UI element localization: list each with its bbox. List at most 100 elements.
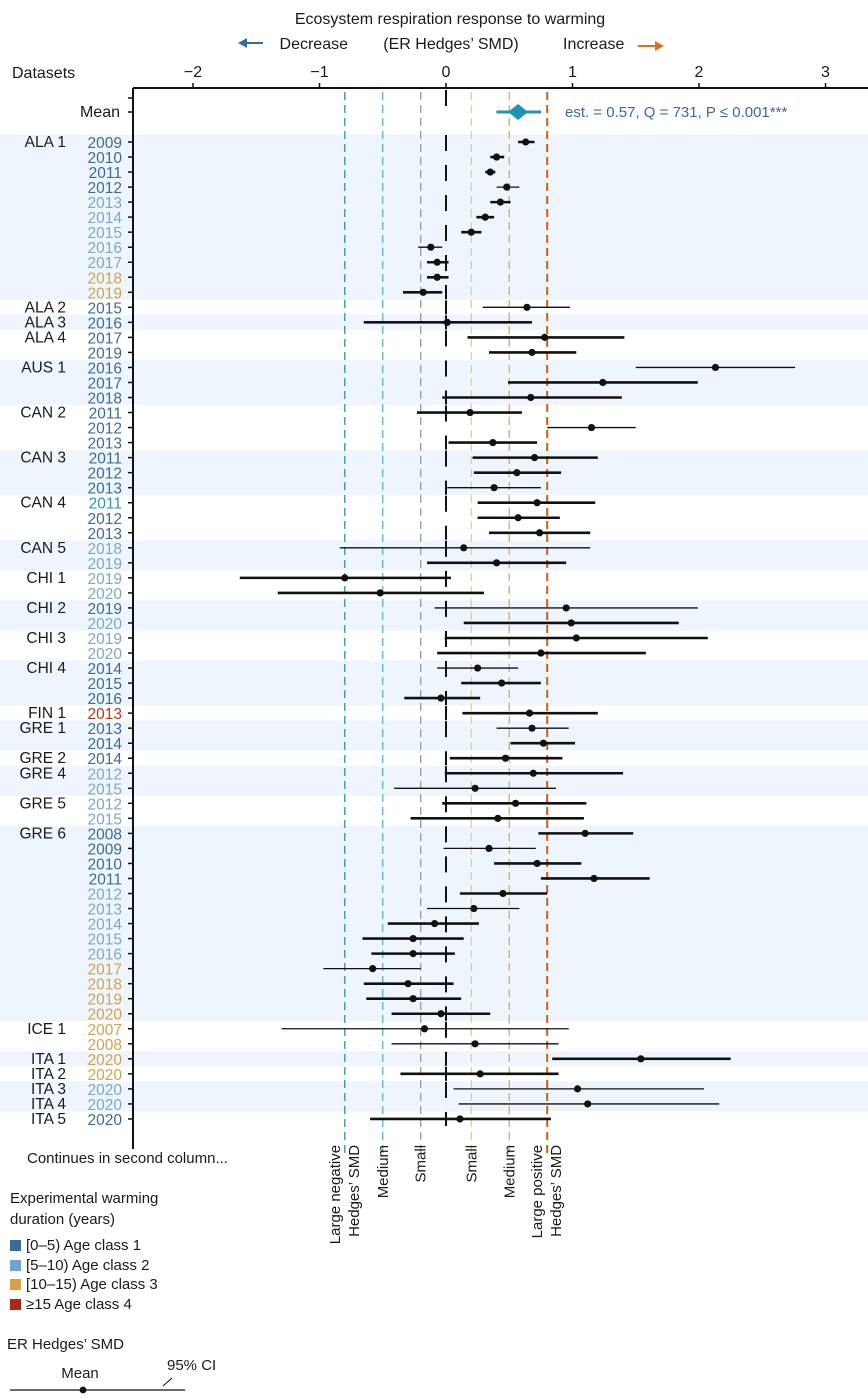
- continues-note: Continues in second column...: [27, 1150, 228, 1167]
- year-label: 2011: [89, 871, 122, 888]
- x-tick-label: 1: [568, 64, 577, 81]
- decrease-label: Decrease: [280, 36, 349, 53]
- estimate-point: [513, 469, 521, 477]
- estimate-point: [496, 198, 504, 206]
- year-label: 2019: [88, 601, 122, 618]
- legend-title-line-2: duration (years): [10, 1211, 116, 1228]
- estimate-point: [420, 1025, 429, 1033]
- estimate-point: [433, 273, 441, 281]
- year-label: 2015: [88, 676, 122, 693]
- year-label: 2019: [88, 571, 122, 588]
- estimate-point: [369, 965, 377, 973]
- year-label: 2014: [88, 661, 123, 678]
- site-label: ALA 2: [25, 299, 66, 316]
- reference-label-5-line2: Hedges’ SMD: [548, 1145, 565, 1237]
- estimate-point: [539, 739, 548, 747]
- estimate-point: [409, 950, 417, 958]
- year-label: 2018: [88, 977, 122, 994]
- site-label: GRE 6: [19, 825, 66, 842]
- year-label: 2018: [88, 391, 122, 408]
- site-label: CHI 2: [26, 600, 66, 617]
- year-label: 2012: [88, 180, 122, 197]
- year-label: 2009: [88, 135, 122, 152]
- year-label: 2017: [88, 962, 122, 979]
- estimate-point: [466, 408, 474, 417]
- year-label: 2020: [88, 616, 123, 633]
- x-tick-label: −1: [310, 64, 328, 81]
- year-label: 2013: [88, 721, 122, 738]
- ci-legend-title: ER Hedges’ SMD: [7, 1336, 124, 1353]
- estimate-point: [493, 559, 501, 567]
- year-label: 2017: [88, 255, 122, 272]
- estimate-point: [573, 1085, 582, 1093]
- reference-lines: [344, 92, 549, 1153]
- year-label: 2011: [89, 496, 122, 513]
- increase-arrowhead-icon: [655, 41, 664, 51]
- estimate-point: [528, 348, 536, 357]
- site-label: CHI 1: [26, 570, 66, 587]
- year-label: 2020: [88, 646, 123, 663]
- site-label: ALA 1: [25, 134, 66, 151]
- year-label: 2019: [88, 631, 122, 648]
- reference-label-1: Medium: [375, 1145, 392, 1198]
- mean-annotation: est. = 0.57, Q = 731, P ≤ 0.001***: [565, 104, 787, 121]
- site-label: AUS 1: [21, 359, 66, 376]
- year-label: 2018: [88, 270, 122, 287]
- site-label: GRE 5: [19, 795, 66, 812]
- estimate-point: [533, 499, 541, 507]
- year-label: 2014: [88, 736, 123, 753]
- decrease-arrowhead-icon: [238, 38, 247, 48]
- year-label: 2018: [88, 541, 122, 558]
- reference-label-0-line2: Hedges’ SMD: [346, 1145, 363, 1237]
- year-label: 2012: [88, 421, 122, 438]
- year-label: 2013: [88, 195, 122, 212]
- year-label: 2013: [88, 706, 122, 723]
- year-label: 2011: [89, 451, 122, 468]
- estimate-point: [541, 333, 549, 341]
- year-label: 2012: [88, 511, 122, 528]
- year-label: 2010: [88, 856, 123, 873]
- axes: −2 −1 0 1 2 3: [128, 64, 868, 1149]
- year-label: 2015: [88, 300, 122, 317]
- legend-swatch: [10, 1240, 21, 1252]
- site-label: ITA 5: [31, 1111, 66, 1128]
- year-label: 2014: [88, 210, 123, 227]
- estimate-point: [376, 589, 384, 597]
- year-label: 2012: [88, 766, 122, 783]
- estimate-point: [637, 1055, 645, 1063]
- year-label: 2020: [88, 1007, 123, 1024]
- estimate-point: [443, 318, 451, 326]
- estimate-point: [536, 529, 544, 537]
- row-band: [0, 134, 868, 300]
- site-label: CHI 4: [26, 660, 66, 677]
- site-label: CHI 3: [26, 630, 66, 647]
- estimate-point: [590, 874, 598, 883]
- site-label: ITA 2: [31, 1066, 66, 1083]
- x-tick-label: 0: [442, 64, 451, 81]
- estimate-point: [427, 243, 435, 251]
- data-rows: [239, 104, 796, 1123]
- reference-label-2: Small: [413, 1145, 430, 1183]
- year-label: 2012: [88, 796, 122, 813]
- year-label: 2020: [88, 1082, 123, 1099]
- increase-label: Increase: [563, 36, 624, 53]
- estimate-point: [471, 1040, 479, 1048]
- reference-label-4: Medium: [501, 1145, 518, 1198]
- legend-swatch: [10, 1279, 21, 1291]
- year-label: 2016: [88, 360, 122, 377]
- year-label: 2016: [88, 947, 122, 964]
- year-label: 2020: [88, 1097, 123, 1114]
- year-label: 2008: [88, 826, 122, 843]
- estimate-point: [489, 439, 497, 447]
- estimate-point: [562, 604, 570, 612]
- estimate-point: [493, 153, 501, 161]
- site-label: FIN 1: [28, 705, 66, 722]
- year-label: 2015: [88, 781, 122, 798]
- site-label: ALA 3: [25, 314, 66, 331]
- year-label: 2019: [88, 556, 122, 573]
- year-label: 2014: [88, 917, 123, 934]
- year-label: 2020: [88, 586, 123, 603]
- year-label: 2013: [88, 436, 122, 453]
- estimate-point: [467, 228, 475, 236]
